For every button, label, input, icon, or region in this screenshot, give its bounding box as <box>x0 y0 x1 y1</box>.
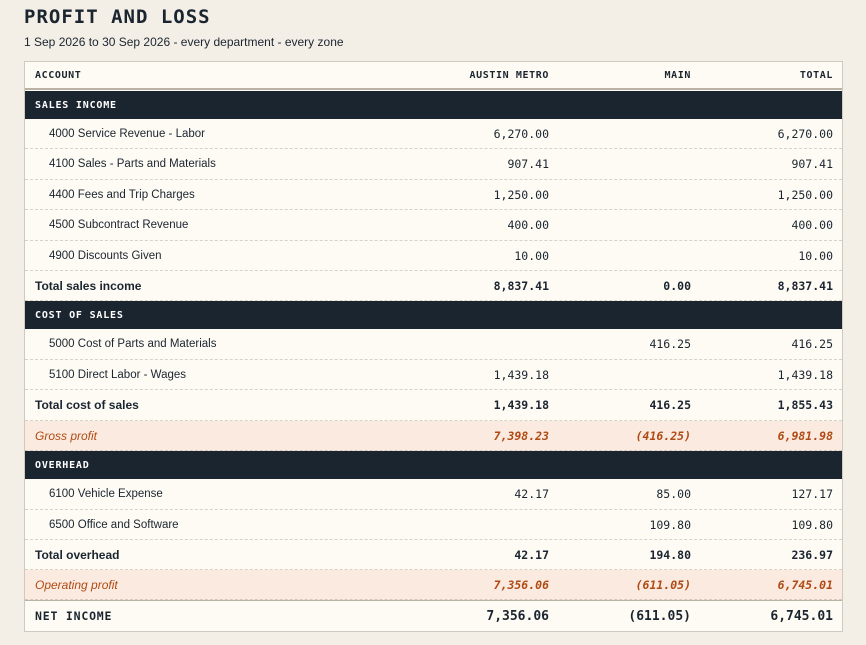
subtotal-row-overhead: Total overhead 42.17 194.80 236.97 <box>25 540 842 570</box>
table-row[interactable]: 6100 Vehicle Expense 42.17 85.00 127.17 <box>25 479 842 510</box>
amount-austin-metro: 400.00 <box>507 218 549 232</box>
section-header-overhead: OVERHEAD <box>25 451 842 479</box>
amount-main: 109.80 <box>649 517 691 532</box>
operating-profit-label: Operating profit <box>35 577 118 592</box>
amount-total: 236.97 <box>791 547 833 562</box>
account-name: 4400 Fees and Trip Charges <box>49 188 195 201</box>
amount-main: (416.25) <box>635 428 691 443</box>
amount-austin-metro: 42.17 <box>514 547 549 562</box>
table-row[interactable]: 5000 Cost of Parts and Materials 416.25 … <box>25 329 842 360</box>
amount-austin-metro: 42.17 <box>514 487 549 501</box>
amount-total: 416.25 <box>791 337 833 351</box>
account-name: 4000 Service Revenue - Labor <box>49 127 205 140</box>
subtotal-row-sales-income: Total sales income 8,837.41 0.00 8,837.4… <box>25 271 842 301</box>
net-income-row: NET INCOME 7,356.06 (611.05) 6,745.01 <box>25 600 842 631</box>
account-name: 4900 Discounts Given <box>49 249 162 262</box>
table-row[interactable]: 6500 Office and Software 109.80 109.80 <box>25 510 842 540</box>
account-name: 5000 Cost of Parts and Materials <box>49 338 217 350</box>
section-header-cost-of-sales: COST OF SALES <box>25 301 842 329</box>
column-header-austin-metro[interactable]: AUSTIN METRO <box>469 69 549 81</box>
table-row[interactable]: 4500 Subcontract Revenue 400.00 400.00 <box>25 210 842 241</box>
amount-main: (611.05) <box>628 608 691 624</box>
amount-total: 6,745.01 <box>777 577 833 592</box>
table-row[interactable]: 4400 Fees and Trip Charges 1,250.00 1,25… <box>25 180 842 210</box>
amount-total: 10.00 <box>798 248 833 263</box>
account-name: 5100 Direct Labor - Wages <box>49 368 187 381</box>
column-header-total[interactable]: TOTAL <box>799 69 833 81</box>
page-title: PROFIT AND LOSS <box>24 6 211 28</box>
amount-main: 194.80 <box>649 547 691 562</box>
gross-profit-label: Gross profit <box>35 428 98 443</box>
subtotal-label: Total cost of sales <box>35 398 139 412</box>
amount-main: 85.00 <box>656 487 691 501</box>
account-name: 4100 Sales - Parts and Materials <box>49 158 216 170</box>
operating-profit-row: Operating profit 7,356.06 (611.05) 6,745… <box>25 570 842 600</box>
amount-austin-metro: 6,270.00 <box>493 126 549 141</box>
amount-total: 6,270.00 <box>777 126 833 141</box>
amount-main: (611.05) <box>635 577 691 592</box>
gross-profit-row: Gross profit 7,398.23 (416.25) 6,981.98 <box>25 421 842 451</box>
column-header-account[interactable]: ACCOUNT <box>35 69 82 81</box>
subtotal-label: Total sales income <box>35 278 142 293</box>
amount-total: 127.17 <box>791 487 833 501</box>
amount-main: 416.25 <box>649 337 691 351</box>
subtotal-row-cost-of-sales: Total cost of sales 1,439.18 416.25 1,85… <box>25 390 842 421</box>
amount-total: 109.80 <box>791 517 833 532</box>
report-period: 1 Sep 2026 to 30 Sep 2026 - every depart… <box>24 35 344 49</box>
table-row[interactable]: 4000 Service Revenue - Labor 6,270.00 6,… <box>25 119 842 149</box>
amount-total: 6,745.01 <box>770 608 833 624</box>
account-name: 6100 Vehicle Expense <box>49 488 163 500</box>
amount-main: 0.00 <box>663 278 691 293</box>
amount-austin-metro: 1,439.18 <box>493 367 549 382</box>
account-name: 6500 Office and Software <box>49 518 179 531</box>
subtotal-label: Total overhead <box>35 547 120 562</box>
profit-loss-table: ACCOUNT AUSTIN METRO MAIN TOTAL SALES IN… <box>24 61 843 632</box>
amount-austin-metro: 7,398.23 <box>493 428 549 443</box>
amount-austin-metro: 1,439.18 <box>493 398 549 412</box>
section-label: SALES INCOME <box>35 99 117 111</box>
table-row[interactable]: 4900 Discounts Given 10.00 10.00 <box>25 241 842 271</box>
column-header-row: ACCOUNT AUSTIN METRO MAIN TOTAL <box>25 62 842 90</box>
amount-total: 6,981.98 <box>777 428 833 443</box>
amount-total: 907.41 <box>791 157 833 171</box>
section-header-sales-income: SALES INCOME <box>25 91 842 119</box>
amount-austin-metro: 8,837.41 <box>493 278 549 293</box>
amount-austin-metro: 7,356.06 <box>493 577 549 592</box>
amount-austin-metro: 907.41 <box>507 157 549 171</box>
account-name: 4500 Subcontract Revenue <box>49 219 189 231</box>
net-income-label: NET INCOME <box>35 609 113 623</box>
amount-austin-metro: 1,250.00 <box>493 187 549 202</box>
amount-total: 1,250.00 <box>777 187 833 202</box>
amount-main: 416.25 <box>649 398 691 412</box>
section-label: OVERHEAD <box>35 459 90 471</box>
amount-total: 8,837.41 <box>777 278 833 293</box>
amount-austin-metro: 10.00 <box>514 248 549 263</box>
amount-total: 1,855.43 <box>777 398 833 412</box>
column-header-main[interactable]: MAIN <box>664 69 691 81</box>
amount-total: 1,439.18 <box>777 367 833 382</box>
table-row[interactable]: 5100 Direct Labor - Wages 1,439.18 1,439… <box>25 360 842 390</box>
amount-austin-metro: 7,356.06 <box>486 608 549 624</box>
table-row[interactable]: 4100 Sales - Parts and Materials 907.41 … <box>25 149 842 180</box>
amount-total: 400.00 <box>791 218 833 232</box>
section-label: COST OF SALES <box>35 309 124 321</box>
